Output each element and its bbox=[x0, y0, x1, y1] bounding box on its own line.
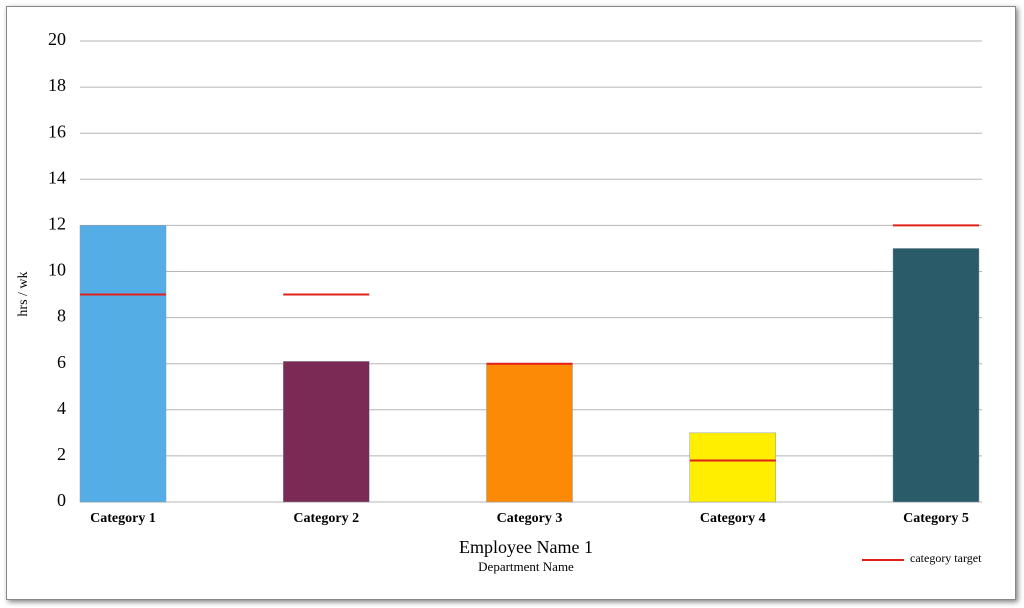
chart-title: Employee Name 1 bbox=[459, 537, 593, 557]
y-tick-label: 0 bbox=[57, 490, 66, 510]
bar bbox=[283, 361, 370, 503]
x-tick-label: Category 5 bbox=[903, 511, 969, 526]
bar bbox=[79, 225, 167, 503]
y-tick-label: 4 bbox=[57, 398, 66, 418]
y-tick-label: 10 bbox=[48, 260, 66, 280]
x-tick-label: Category 2 bbox=[293, 511, 359, 526]
y-tick-label: 14 bbox=[48, 167, 66, 187]
x-tick-label: Category 3 bbox=[497, 511, 563, 526]
x-tick-label: Category 1 bbox=[90, 511, 156, 526]
bar bbox=[892, 248, 980, 503]
y-tick-label: 8 bbox=[57, 306, 66, 326]
y-axis-title: hrs / wk bbox=[16, 271, 31, 316]
bar bbox=[689, 432, 776, 503]
chart-subtitle: Department Name bbox=[478, 559, 574, 574]
legend-label: category target bbox=[910, 551, 982, 565]
y-tick-label: 20 bbox=[48, 29, 66, 49]
y-tick-label: 12 bbox=[48, 214, 66, 234]
y-tick-label: 18 bbox=[48, 75, 66, 95]
x-tick-label: Category 4 bbox=[700, 511, 766, 526]
y-tick-label: 2 bbox=[57, 444, 66, 464]
bar bbox=[486, 363, 573, 503]
y-tick-label: 6 bbox=[57, 352, 66, 372]
y-tick-label: 16 bbox=[48, 121, 66, 141]
